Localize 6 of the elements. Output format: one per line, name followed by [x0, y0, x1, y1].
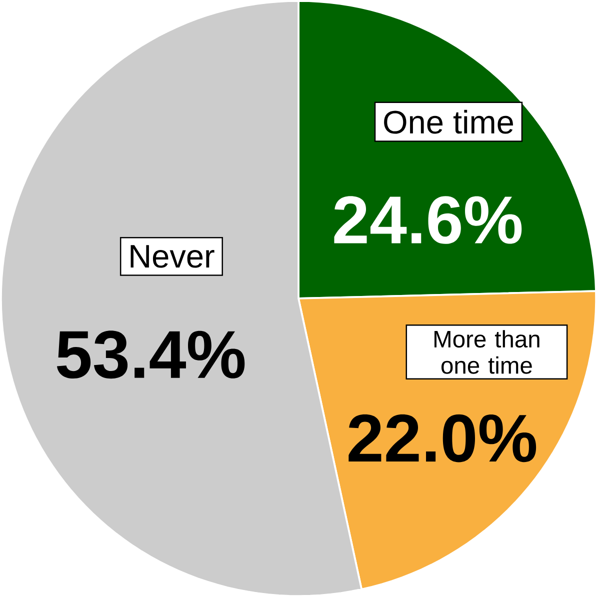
data-label: 53.4% [56, 330, 245, 379]
slice-label: More than one time [434, 330, 540, 374]
data-label: 24.6% [334, 196, 522, 244]
data-label: 22.0% [348, 414, 536, 462]
slice-label: Never [130, 245, 214, 268]
slice-label: One time [384, 110, 513, 134]
